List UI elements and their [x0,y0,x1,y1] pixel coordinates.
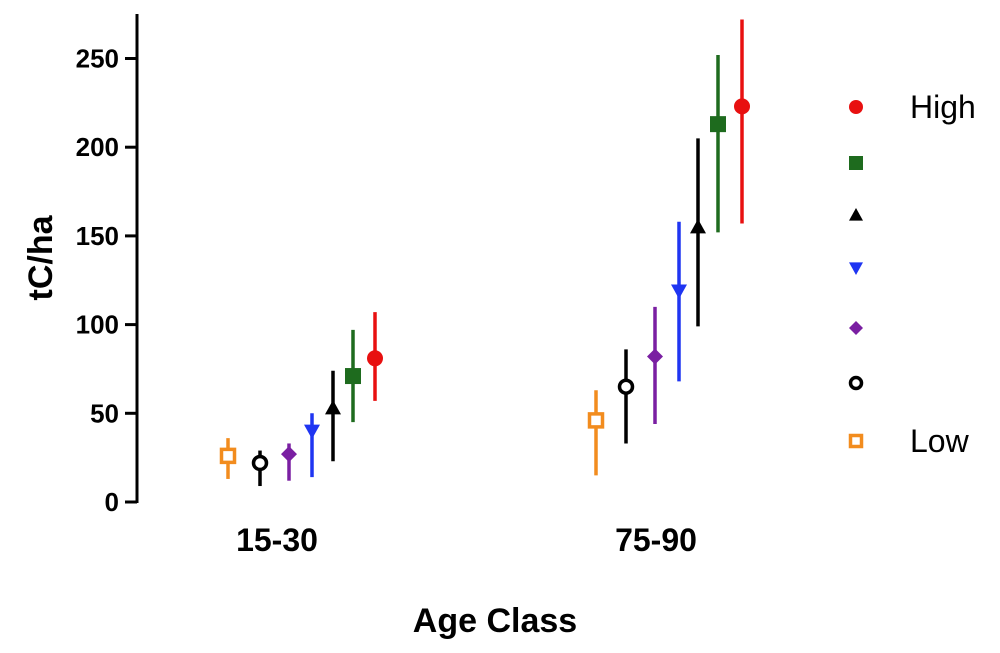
marker-diamond [849,321,863,335]
marker-open-circle [617,378,635,395]
y-tick-label: 100 [76,310,119,340]
marker-diamond [647,348,663,365]
marker-triangle-up [325,399,341,415]
y-tick-label: 250 [76,44,119,74]
legend-label: Low [910,423,970,459]
marker-open-square [848,433,864,449]
data-marks [219,19,750,487]
marker-triangle-down [849,262,863,275]
marker-circle [849,100,863,114]
y-tick-label: 50 [90,398,119,428]
marker-open-circle [848,375,864,391]
marker-triangle-down [671,284,687,299]
marker-triangle-down [304,424,320,440]
marker-circle [734,98,750,115]
marker-square [710,116,726,133]
x-axis-title: Age Class [413,602,577,640]
marker-diamond [281,446,297,463]
axes: 15-30 75-90 [135,14,697,558]
y-ticks: 0 50 100 150 200 250 [76,44,137,517]
legend: Low High [848,89,976,459]
legend-label: High [910,89,976,125]
marker-open-square [219,447,237,465]
marker-square [849,156,863,170]
marker-circle [367,350,383,367]
x-category-label: 15-30 [236,522,318,558]
y-axis-title: tC/ha [22,214,60,300]
marker-triangle-up [690,219,706,234]
y-tick-label: 200 [76,132,119,162]
marker-triangle-up [849,208,863,221]
x-category-label: 75-90 [615,522,697,558]
marker-open-square [587,412,605,429]
y-tick-label: 150 [76,221,119,251]
marker-open-circle [251,454,269,472]
marker-square [345,368,361,385]
y-tick-label: 0 [105,487,119,517]
